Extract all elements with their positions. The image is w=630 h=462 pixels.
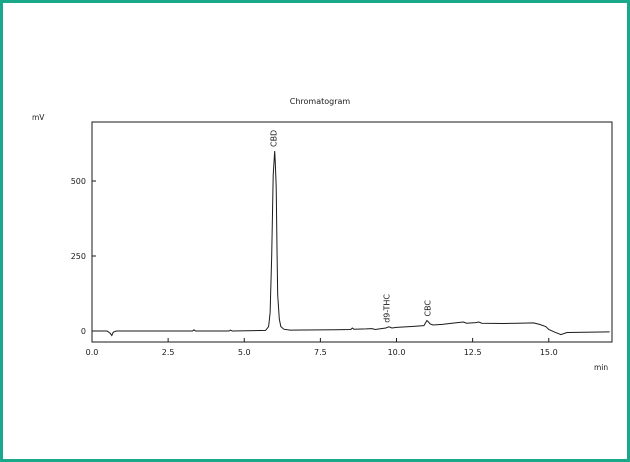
x-tick-label: 2.5 (162, 348, 175, 357)
x-tick-label: 12.5 (464, 348, 482, 357)
x-axis-ticks: 0.0 2.5 5.0 7.5 10.0 12.5 15.0 (86, 338, 558, 357)
x-tick-label: 5.0 (238, 348, 251, 357)
x-tick-label: 10.0 (388, 348, 406, 357)
x-axis-unit: min (594, 363, 608, 372)
plot-area-border (91, 121, 613, 343)
peak-label: d9-THC (382, 294, 391, 323)
y-tick-label: 500 (71, 177, 86, 186)
peak-labels: CBD d9-THC CBC (270, 130, 433, 323)
y-tick-label: 250 (71, 252, 86, 261)
x-tick-label: 15.0 (540, 348, 558, 357)
x-tick-label: 0.0 (86, 348, 99, 357)
chromatogram-trace (92, 150, 610, 337)
y-axis-unit: mV (32, 113, 45, 122)
peak-label: CBC (423, 300, 432, 317)
peak-label: CBD (270, 130, 279, 147)
y-tick-label: 0 (81, 327, 86, 336)
x-tick-label: 7.5 (314, 348, 327, 357)
chart-title: Chromatogram (290, 97, 351, 106)
